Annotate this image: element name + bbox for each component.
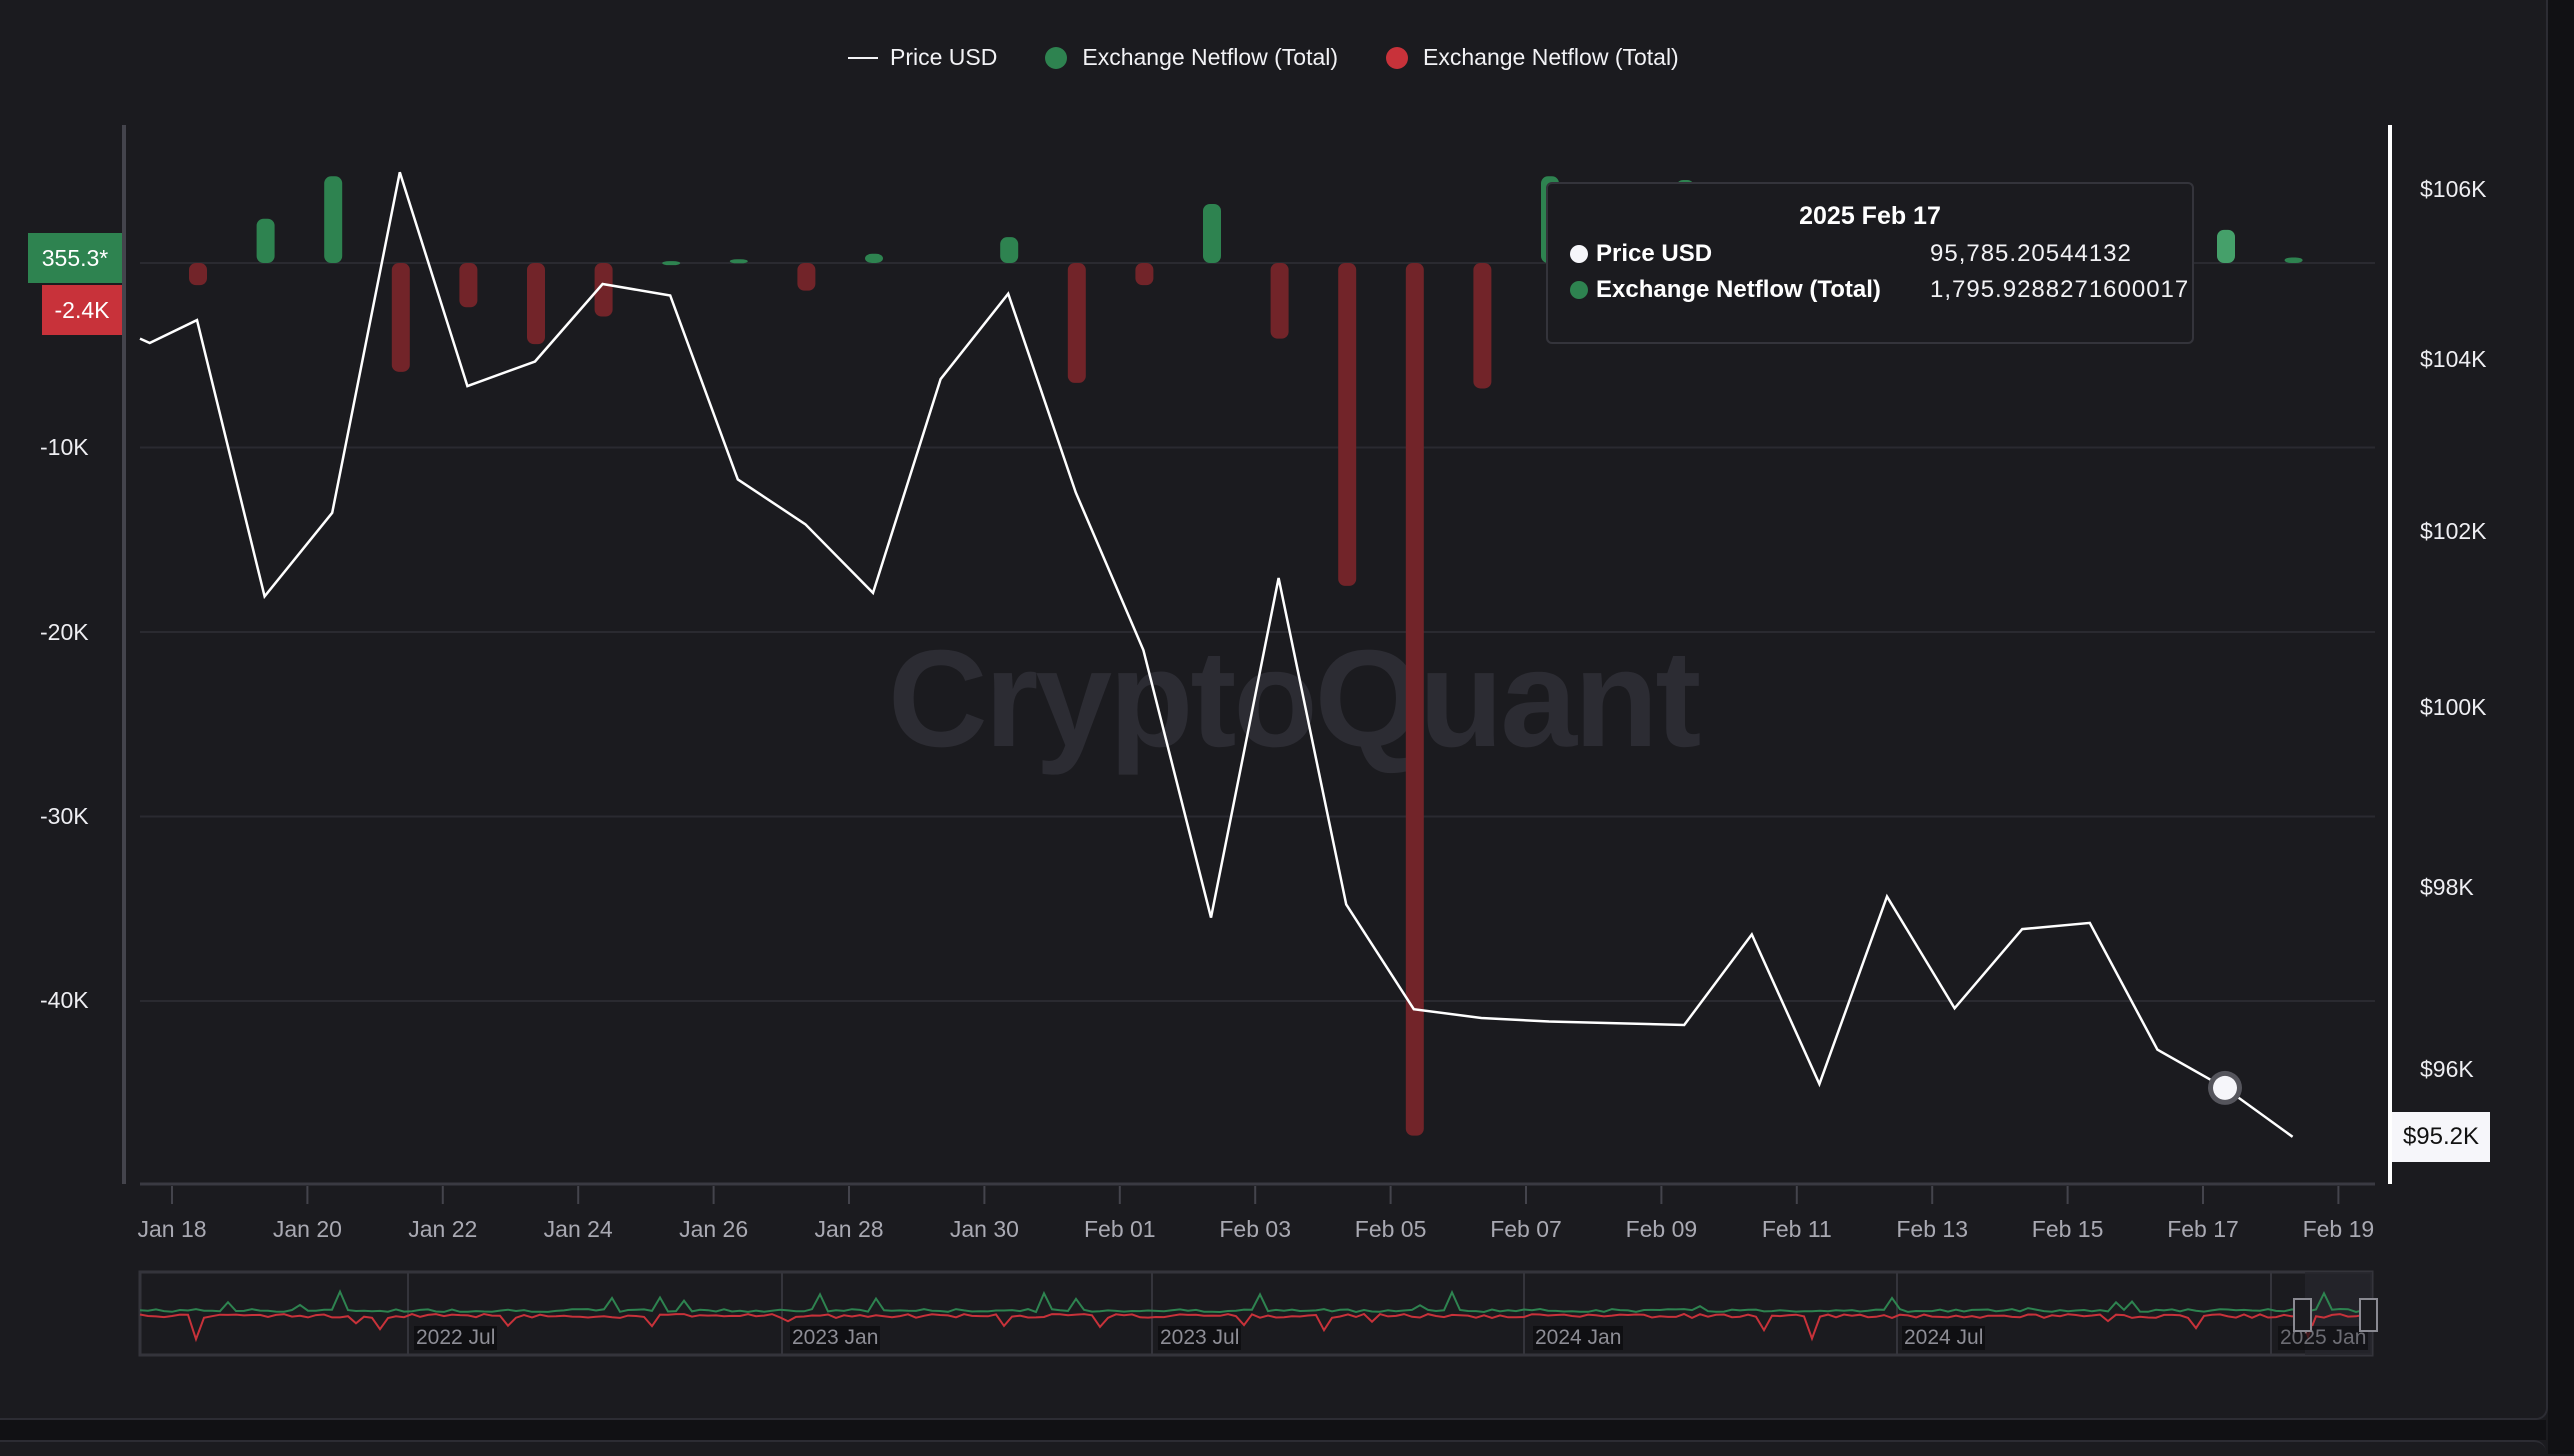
tooltip-label: Exchange Netflow (Total) [1596,276,1881,303]
right-axis-tick: $106K [2420,176,2487,202]
hover-point[interactable] [2213,1075,2237,1100]
netflow-bar[interactable] [2284,257,2303,263]
netflow-bar[interactable] [324,176,343,263]
tooltip-label: Price USD [1596,240,1713,267]
x-axis-tick: Jan 18 [137,1216,207,1242]
right-axis-tick: $104K [2420,346,2487,372]
netflow-bar[interactable] [189,263,207,286]
netflow-bar[interactable] [1203,203,1221,263]
right-axis-tick: $96K [2420,1056,2474,1082]
x-axis-tick: Jan 28 [814,1216,884,1242]
tooltip-row-netflow: Exchange Netflow (Total) 1,795.928827160… [1570,276,2188,304]
x-axis-tick: Feb 19 [2302,1216,2375,1242]
navigator-label: 2024 Jan [1533,1326,1624,1350]
netflow-bar[interactable] [1000,237,1019,263]
positive-value-badge: 355.3* [28,233,122,283]
navigator-label: 2023 Jul [1158,1326,1242,1350]
netflow-bar[interactable] [527,263,545,345]
right-axis-tick: $100K [2420,694,2487,720]
x-axis-tick: Jan 20 [272,1216,342,1242]
legend-item-price[interactable]: Price USD [848,44,997,71]
x-axis-tick: Jan 26 [679,1216,749,1242]
tooltip-row-price: Price USD 95,785.20544132 [1570,240,2131,268]
x-axis-tick: Feb 01 [1083,1216,1156,1242]
x-axis-tick: Feb 03 [1219,1216,1291,1242]
left-axis-tick: -30K [40,803,89,829]
navigator-right-handle[interactable] [2359,1298,2378,1332]
netflow-bar[interactable] [1338,263,1357,586]
legend-label: Exchange Netflow (Total) [1423,44,1679,70]
netflow-bar[interactable] [797,263,816,291]
x-axis-tick: Jan 30 [949,1216,1019,1242]
navigator-label: 2025 Jan [2278,1326,2369,1350]
x-axis-tick: Feb 17 [2167,1216,2239,1242]
panel-separator [0,1420,2546,1440]
x-axis-tick: Jan 24 [543,1216,613,1242]
hover-tooltip: 2025 Feb 17 Price USD 95,785.20544132 Ex… [1546,182,2194,344]
navigator-label: 2023 Jan [790,1326,881,1350]
white-dot-icon [1570,245,1588,263]
right-axis-tick: $102K [2420,518,2487,544]
x-axis-tick: Feb 07 [1490,1216,1562,1242]
navigator-label: 2024 Jul [1902,1326,1986,1350]
netflow-bar[interactable] [729,259,748,264]
netflow-bar[interactable] [2217,229,2235,263]
legend-item-netflow-positive[interactable]: Exchange Netflow (Total) [1045,44,1338,71]
navigator-label: 2022 Jul [414,1326,498,1350]
x-axis-tick: Feb 11 [1761,1216,1832,1242]
negative-value-badge: -2.4K [42,285,122,335]
netflow-bar[interactable] [256,218,275,263]
legend-label: Exchange Netflow (Total) [1082,44,1339,70]
netflow-bar[interactable] [662,261,681,266]
x-axis-tick: Feb 13 [1896,1216,1968,1242]
scroll-gutter [2548,0,2574,1454]
netflow-bar[interactable] [594,263,613,317]
tooltip-value: 1,795.9288271600017 [1930,276,2190,303]
chart-legend: Price USD Exchange Netflow (Total) Excha… [848,44,1727,71]
netflow-bar[interactable] [1067,263,1086,383]
x-axis-tick: Jan 22 [408,1216,478,1242]
x-axis-tick: Feb 15 [2031,1216,2104,1242]
x-axis-tick: Feb 09 [1625,1216,1698,1242]
current-price-badge: $95.2K [2392,1112,2490,1162]
netflow-bar[interactable] [1405,263,1424,1136]
netflow-bar[interactable] [1473,263,1492,389]
netflow-bar[interactable] [865,253,883,263]
navigator-left-handle[interactable] [2293,1298,2312,1332]
left-axis-tick: -10K [40,434,89,460]
next-panel [0,1440,2546,1456]
line-swatch-icon [848,56,878,59]
red-dot-icon [1386,46,1409,69]
tooltip-date: 2025 Feb 17 [1799,202,1941,230]
x-axis-tick: Feb 05 [1354,1216,1427,1242]
green-dot-icon [1570,281,1588,299]
legend-label: Price USD [890,44,998,70]
left-axis-tick: -20K [40,619,89,645]
netflow-bar[interactable] [1270,263,1289,339]
netflow-bar[interactable] [391,263,410,372]
price-line [139,171,2294,1138]
netflow-bar[interactable] [1135,263,1154,286]
legend-item-netflow-negative[interactable]: Exchange Netflow (Total) [1386,44,1679,71]
right-axis-tick: $98K [2420,874,2474,900]
left-axis-tick: -40K [40,987,89,1013]
netflow-bar[interactable] [459,263,478,308]
tooltip-value: 95,785.20544132 [1930,240,2132,267]
green-dot-icon [1045,46,1068,69]
watermark: CryptoQuant [888,622,1701,776]
